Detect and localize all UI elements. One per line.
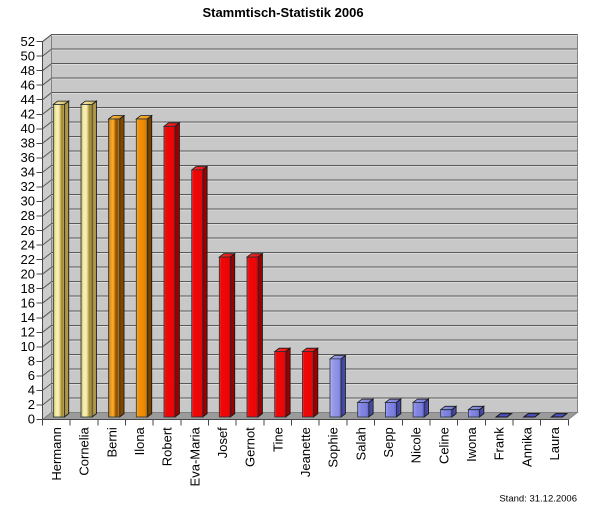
svg-text:12: 12 [21, 325, 35, 340]
svg-text:4: 4 [28, 383, 35, 398]
svg-text:34: 34 [21, 165, 35, 180]
svg-text:Stammtisch-Statistik 2006: Stammtisch-Statistik 2006 [202, 5, 363, 20]
svg-text:46: 46 [21, 77, 35, 92]
svg-text:Salah: Salah [353, 427, 368, 460]
svg-text:2: 2 [28, 397, 35, 412]
svg-text:Hermann: Hermann [49, 427, 64, 480]
svg-text:Berni: Berni [104, 427, 119, 457]
svg-text:24: 24 [21, 237, 35, 252]
svg-text:20: 20 [21, 266, 35, 281]
svg-text:Iwona: Iwona [464, 426, 479, 461]
svg-text:Gernot: Gernot [243, 427, 258, 467]
svg-text:Josef: Josef [215, 427, 230, 458]
svg-text:42: 42 [21, 107, 35, 122]
svg-text:10: 10 [21, 339, 35, 354]
svg-text:Robert: Robert [160, 427, 175, 466]
svg-text:14: 14 [21, 310, 35, 325]
svg-text:22: 22 [21, 252, 35, 267]
svg-text:Eva-Maria: Eva-Maria [187, 426, 202, 486]
svg-text:Stand: 31.12.2006: Stand: 31.12.2006 [499, 494, 577, 505]
svg-text:40: 40 [21, 121, 35, 136]
svg-text:Ilona: Ilona [132, 426, 147, 455]
svg-text:6: 6 [28, 368, 35, 383]
svg-text:0: 0 [28, 412, 35, 427]
svg-text:Frank: Frank [492, 427, 507, 461]
svg-text:26: 26 [21, 223, 35, 238]
svg-text:44: 44 [21, 92, 35, 107]
svg-text:48: 48 [21, 63, 35, 78]
svg-text:38: 38 [21, 136, 35, 151]
svg-text:Laura: Laura [547, 426, 562, 460]
svg-text:Celine: Celine [436, 427, 451, 464]
svg-text:36: 36 [21, 150, 35, 165]
svg-text:52: 52 [21, 34, 35, 49]
svg-text:8: 8 [28, 354, 35, 369]
svg-text:32: 32 [21, 179, 35, 194]
svg-text:Annika: Annika [519, 426, 534, 467]
svg-text:Sophie: Sophie [326, 427, 341, 467]
svg-text:Cornelia: Cornelia [77, 426, 92, 475]
svg-text:18: 18 [21, 281, 35, 296]
svg-text:Jeanette: Jeanette [298, 427, 313, 477]
svg-text:30: 30 [21, 194, 35, 209]
svg-text:50: 50 [21, 48, 35, 63]
svg-text:Sepp: Sepp [381, 427, 396, 457]
svg-text:Tine: Tine [270, 427, 285, 452]
svg-text:16: 16 [21, 295, 35, 310]
svg-text:28: 28 [21, 208, 35, 223]
svg-text:Nicole: Nicole [409, 427, 424, 463]
